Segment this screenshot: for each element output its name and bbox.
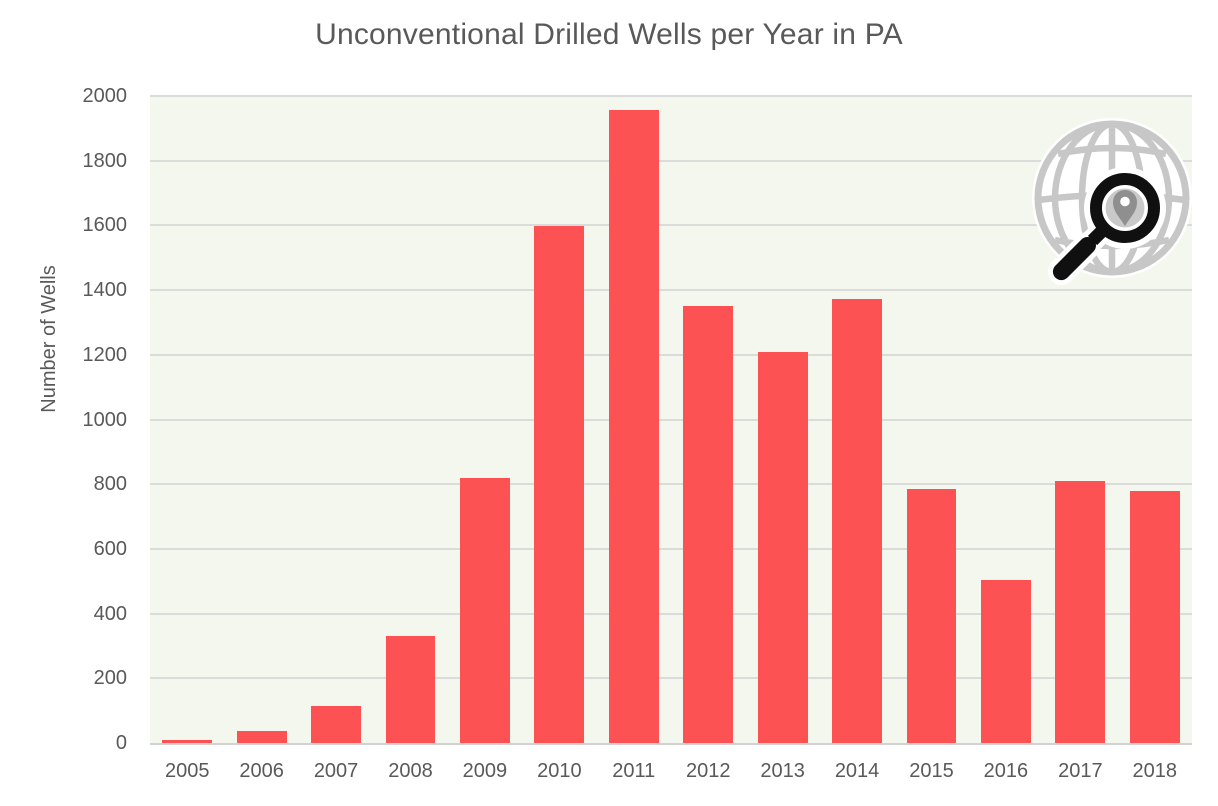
y-tick-label: 600 — [93, 537, 127, 560]
bar-2015 — [906, 489, 957, 743]
y-tick-label: 1200 — [82, 343, 128, 366]
x-tick-label: 2011 — [612, 760, 656, 782]
bar-2010 — [534, 225, 585, 743]
bar-2017 — [1055, 480, 1106, 743]
y-tick-label: 800 — [93, 473, 127, 496]
x-tick-label: 2017 — [1058, 760, 1103, 782]
gridline — [150, 677, 1192, 680]
bar-2005 — [162, 739, 213, 743]
bar-2014 — [832, 299, 882, 743]
y-tick-label: 200 — [93, 667, 127, 690]
y-tick-label: 400 — [93, 602, 127, 625]
y-axis-tick-labels: 0 200 400 600 800 1000 1200 1400 1600 1800 2000 — [0, 85, 128, 754]
y-tick-label: 1400 — [82, 279, 128, 302]
gridline — [150, 418, 1192, 421]
chart-title: Unconventional Drilled Wells per Year in… — [315, 18, 903, 51]
x-tick-label: 2009 — [462, 760, 508, 782]
x-axis-tick-labels: 2005 2006 2007 2008 2009 2010 2011 2012 2013 2014… — [150, 756, 1192, 790]
x-tick-label: 2010 — [537, 760, 582, 782]
bar-2006 — [236, 731, 287, 743]
x-tick-label: 2008 — [388, 760, 433, 782]
y-tick-label: 1600 — [82, 214, 128, 237]
y-tick-label: 1800 — [82, 149, 128, 172]
y-tick-label: 0 — [115, 732, 127, 754]
x-tick-label: 2005 — [164, 760, 210, 782]
x-tick-label: 2012 — [685, 760, 731, 782]
x-tick-label: 2018 — [1132, 760, 1178, 782]
magnifier-icon — [1047, 167, 1166, 286]
bar-2013 — [757, 352, 808, 743]
gridline — [150, 547, 1192, 550]
x-tick-label: 2014 — [834, 760, 880, 782]
bar-2011 — [608, 110, 659, 743]
gridline — [150, 95, 1192, 97]
x-tick-label: 2013 — [760, 760, 805, 782]
gridline — [150, 224, 1192, 227]
x-tick-label: 2016 — [983, 760, 1029, 782]
x-tick-label: 2006 — [239, 760, 284, 782]
gridline — [150, 612, 1192, 615]
bar-2016 — [980, 579, 1031, 743]
plot-area — [150, 95, 1192, 745]
location-pin-icon — [1113, 190, 1137, 226]
bar-2008 — [385, 635, 436, 743]
bar-2007 — [311, 706, 361, 743]
gridline — [150, 353, 1192, 356]
y-tick-label: 2000 — [82, 85, 128, 107]
bar-2012 — [683, 305, 734, 743]
y-tick-label: 1000 — [82, 408, 128, 431]
gridline — [150, 289, 1192, 292]
gridline — [150, 483, 1192, 486]
x-tick-label: 2015 — [909, 760, 954, 782]
bar-2009 — [459, 478, 510, 743]
bar-2018 — [1129, 491, 1180, 743]
globe-magnifier-location-logo — [1032, 118, 1192, 286]
x-tick-label: 2007 — [313, 760, 359, 782]
gridline — [150, 159, 1192, 162]
